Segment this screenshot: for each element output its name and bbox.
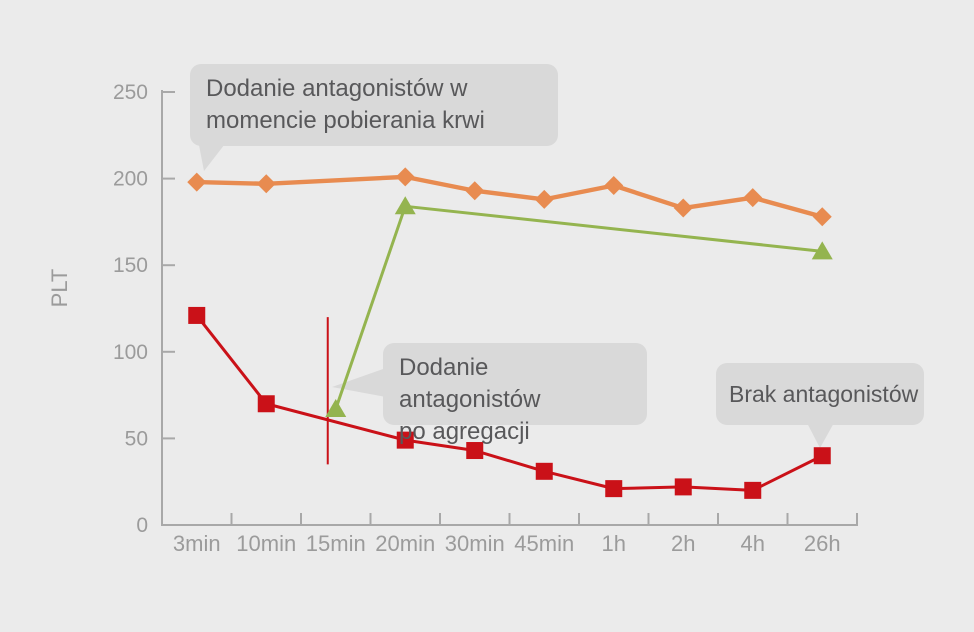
y-tick-label: 0	[136, 514, 148, 537]
callout-tail-at-blood-draw	[198, 140, 228, 171]
callout-text-line: Brak antagonistów	[729, 381, 919, 407]
callout-tail-no-antagonists	[806, 421, 835, 448]
callout-text-line: Dodanie antagonistów	[399, 354, 541, 413]
callout-text-line: Dodanie antagonistów w	[206, 75, 468, 102]
x-tick-label: 15min	[306, 531, 366, 556]
marker-no-antagonists-10min	[257, 395, 275, 413]
x-tick-label: 30min	[445, 531, 505, 556]
marker-no-antagonists-2h	[674, 478, 692, 496]
y-tick-label: 250	[113, 81, 148, 104]
marker-no-antagonists-3min	[188, 306, 206, 324]
marker-antagonists-at-blood-draw-30min	[465, 181, 485, 201]
marker-no-antagonists-20min	[396, 431, 414, 449]
marker-antagonists-at-blood-draw-4h	[743, 188, 763, 208]
y-tick-label: 50	[125, 427, 148, 450]
x-tick-label: 20min	[375, 531, 435, 556]
x-tick-label: 10min	[236, 531, 296, 556]
callout-antagonists-at-blood-draw: Dodanie antagonistów w momencie pobieran…	[190, 64, 558, 146]
callout-antagonists-after-aggregation: Dodanie antagonistów po agregacji	[383, 343, 647, 445]
x-tick-label: 26h	[804, 531, 841, 556]
marker-antagonists-at-blood-draw-1h	[604, 176, 624, 196]
x-tick-label: 2h	[671, 531, 695, 556]
x-tick-label: 3min	[173, 531, 221, 556]
marker-antagonists-at-blood-draw-3min	[187, 172, 207, 192]
series-line-antagonists-at-blood-draw	[194, 174, 825, 219]
marker-antagonists-at-blood-draw-45min	[534, 189, 554, 209]
marker-antagonists-at-blood-draw-2h	[673, 198, 693, 218]
y-tick-label: 100	[113, 341, 148, 364]
y-tick-label: 200	[113, 168, 148, 191]
callout-text-line: momencie pobierania krwi	[206, 107, 485, 134]
marker-no-antagonists-30min	[466, 442, 484, 460]
callout-tail-after-aggregation	[332, 368, 386, 397]
callout-text-line: po agregacji	[399, 418, 530, 445]
marker-no-antagonists-1h	[605, 480, 623, 498]
marker-antagonists-at-blood-draw-10min	[256, 174, 276, 194]
marker-antagonists-at-blood-draw-26h	[812, 207, 832, 227]
marker-no-antagonists-4h	[744, 481, 762, 499]
y-axis-title: PLT	[47, 268, 72, 308]
marker-antagonists-after-aggregation-15min	[325, 398, 347, 417]
marker-antagonists-after-aggregation-26h	[811, 241, 833, 260]
y-tick-label: 150	[113, 254, 148, 277]
x-tick-label: 45min	[514, 531, 574, 556]
x-tick-label: 4h	[741, 531, 765, 556]
marker-antagonists-after-aggregation-20min	[394, 196, 416, 215]
marker-no-antagonists-26h	[813, 447, 831, 465]
marker-antagonists-at-blood-draw-20min	[395, 167, 415, 187]
callout-no-antagonists: Brak antagonistów	[716, 363, 924, 425]
marker-no-antagonists-45min	[535, 462, 553, 480]
x-tick-label: 1h	[602, 531, 626, 556]
